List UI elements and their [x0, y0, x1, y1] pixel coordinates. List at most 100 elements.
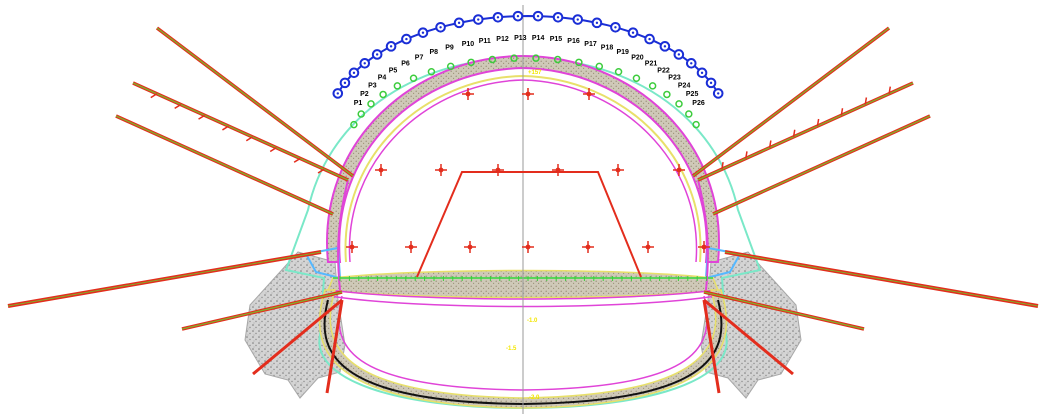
monitoring-marker — [446, 62, 455, 71]
point-label: P18 — [601, 45, 614, 52]
rock-bolt — [132, 81, 349, 182]
ground-point-dot — [663, 45, 667, 48]
ground-point-dot — [556, 16, 560, 19]
ground-point-dot — [709, 81, 713, 85]
point-label: P24 — [678, 83, 691, 90]
reference-star — [642, 241, 654, 253]
ground-point-dot — [648, 37, 651, 41]
monitoring-marker — [648, 82, 657, 90]
ground-point-dot — [496, 16, 500, 19]
monitoring-marker — [692, 120, 700, 129]
point-label: P12 — [496, 36, 509, 43]
point-label: P5 — [389, 67, 398, 74]
ground-point-dot — [536, 14, 540, 18]
ground-point-dot — [595, 21, 599, 25]
monitoring-marker — [685, 110, 693, 118]
rock-bolt — [703, 298, 794, 376]
monitoring-marker — [467, 58, 475, 67]
rock-bolt — [115, 114, 334, 216]
invert-mid-level-label: -1.0 — [527, 318, 538, 324]
reference-star — [492, 164, 504, 176]
point-label: P23 — [668, 75, 681, 82]
ground-point-dot — [516, 14, 520, 18]
monitoring-marker — [614, 67, 623, 76]
point-label: P19 — [617, 49, 630, 56]
point-label: P14 — [532, 35, 545, 42]
arch-lining — [326, 54, 720, 263]
point-label: P10 — [462, 41, 475, 48]
reference-star — [698, 241, 710, 253]
reference-star — [522, 88, 534, 100]
reference-star — [462, 88, 474, 100]
rock-bolt — [712, 114, 931, 216]
monitoring-marker — [379, 90, 387, 99]
point-label: P9 — [445, 45, 454, 52]
rock-bolt — [7, 250, 322, 308]
reference-star — [405, 241, 417, 253]
point-label: P2 — [360, 91, 369, 98]
ground-point-dot — [700, 71, 704, 75]
ground-point-dot — [405, 37, 408, 41]
monitoring-marker — [427, 67, 436, 76]
left-sidewall — [337, 179, 349, 291]
ground-point-dot — [457, 21, 461, 25]
point-label: P4 — [378, 75, 387, 82]
monitoring-marker — [575, 58, 583, 67]
point-label: P26 — [692, 100, 705, 107]
ground-point-dot — [690, 62, 693, 65]
monitoring-marker — [367, 100, 375, 108]
monitoring-marker — [350, 120, 358, 129]
ground-point-dot — [375, 53, 379, 56]
point-label: P3 — [368, 83, 377, 90]
monitoring-marker — [675, 100, 683, 108]
monitoring-marker — [553, 55, 562, 64]
ground-point-dot — [477, 18, 480, 21]
reference-star — [583, 88, 595, 100]
reference-star — [435, 164, 447, 176]
crown-level-label: +157 — [528, 70, 542, 76]
lower-lining — [318, 289, 728, 409]
reference-star — [375, 164, 387, 176]
ground-point-dot — [336, 92, 339, 95]
reference-star — [464, 241, 476, 253]
point-label: P25 — [686, 91, 699, 98]
rock-bolt — [155, 26, 355, 178]
monitoring-marker — [393, 82, 402, 90]
monitoring-marker — [357, 110, 365, 118]
rock-bolt — [325, 299, 344, 394]
point-label: P16 — [567, 38, 580, 45]
reference-star — [522, 241, 534, 253]
point-label: P21 — [645, 61, 658, 68]
rock-bolt — [703, 290, 865, 331]
point-label: P20 — [631, 54, 644, 61]
reference-star — [346, 241, 358, 253]
rock-bolts — [7, 26, 1039, 394]
monitoring-marker — [663, 90, 671, 99]
rock-bolt — [691, 26, 891, 178]
rock-bolt — [697, 81, 914, 182]
reference-star — [673, 164, 685, 176]
ground-point-arc — [336, 14, 720, 94]
rock-bolt — [181, 290, 343, 331]
monitoring-marker — [532, 54, 540, 62]
point-label: P1 — [354, 100, 363, 107]
point-label: P13 — [514, 35, 527, 42]
ground-point-dot — [717, 92, 720, 95]
rock-bolt — [252, 298, 343, 376]
monitoring-marker — [510, 54, 518, 62]
ground-points — [332, 10, 724, 99]
point-label: P22 — [657, 67, 670, 74]
reference-star — [612, 164, 624, 176]
point-label: P17 — [584, 41, 597, 48]
point-label: P15 — [550, 36, 563, 43]
point-label: P7 — [415, 54, 424, 61]
ground-point-dot — [363, 62, 366, 65]
monitoring-marker — [488, 55, 497, 64]
reference-star — [582, 241, 594, 253]
trapezoid-frame — [416, 171, 642, 278]
monitoring-marker — [409, 74, 418, 83]
reference-stars — [346, 88, 710, 253]
ground-point-dot — [576, 18, 579, 21]
ground-point-dot — [439, 26, 442, 29]
